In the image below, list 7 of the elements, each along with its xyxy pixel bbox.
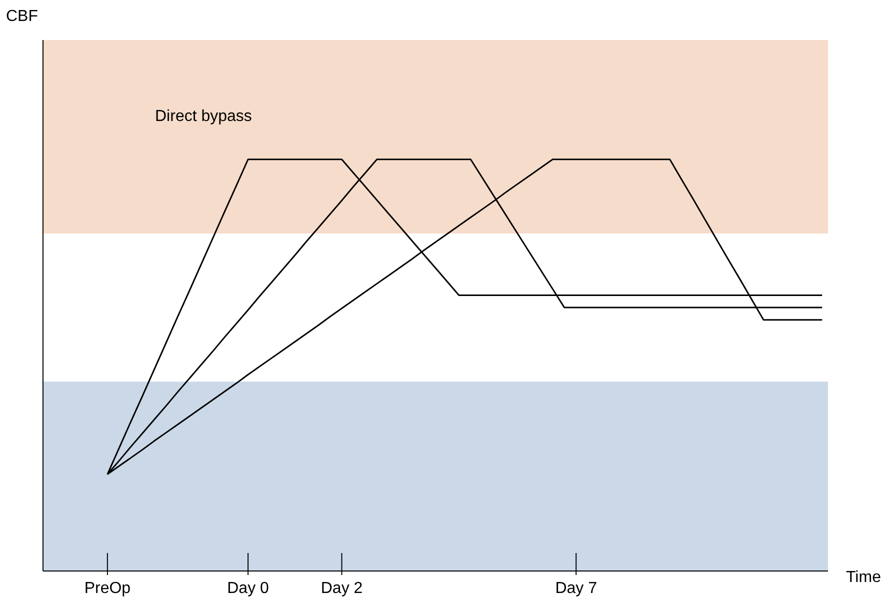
x-tick-label: Day 0 <box>227 580 270 597</box>
x-axis-title: Time <box>846 569 881 587</box>
x-tick-label: PreOp <box>84 580 131 597</box>
x-tick-label: Day 2 <box>320 580 363 597</box>
x-tick-label: Day 7 <box>555 580 598 597</box>
band-label: Direct bypass <box>155 108 252 125</box>
text: CBF <box>6 8 38 26</box>
